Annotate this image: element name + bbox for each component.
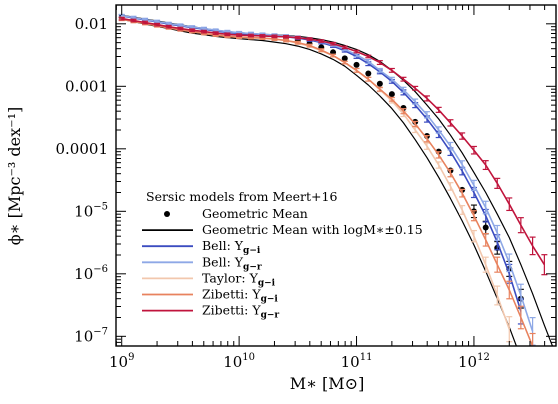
legend-label: Geometric Mean with logM∗±0.15 [202,222,423,237]
data-point [376,80,383,87]
x-tick-label: 1012 [458,352,490,371]
y-tick-label: 10−6 [74,264,108,283]
x-tick-label: 1010 [223,352,255,371]
series-line [121,18,534,346]
y-tick-label: 10−7 [74,326,108,345]
legend-label: Bell: Υg−i [202,238,261,256]
y-tick-label: 10−5 [74,201,108,220]
series-line [121,18,518,346]
legend: Sersic models from Meert+16 Geometric Mea… [142,189,423,321]
series [121,14,554,346]
data-point [341,55,348,62]
y-tick-label: 0.001 [65,77,108,95]
y-axis-label: ϕ∗ [Mpc⁻³ dex⁻¹] [5,107,24,245]
y-tick-label: 0.0001 [56,140,109,158]
series [121,18,518,346]
tick-labels: 109 1010 1011 1012 0.01 0.001 0.0001 10−5 10−6 10… [56,15,490,371]
legend-label: Bell: Υg−r [202,254,262,272]
data-point [482,224,489,231]
series [118,16,548,276]
legend-label: Taylor: Υg−i [202,270,276,288]
series [118,16,513,343]
x-axis-label: M∗ [M⊙] [290,374,365,393]
series [118,13,536,346]
data-point [388,91,395,98]
data-point [365,70,372,77]
legend-label: Zibetti: Υg−i [202,287,278,305]
legend-marker [164,211,170,217]
series-line [121,14,534,332]
legend-title: Sersic models from Meert+16 [146,189,337,204]
data-point [353,61,360,68]
x-tick-label: 1011 [341,352,373,371]
series-line [121,14,554,346]
legend-label: Geometric Mean [202,206,308,221]
plot-frame [115,4,557,347]
x-tick-label: 109 [109,352,134,371]
y-tick-label: 0.01 [75,15,108,33]
plot-area [118,13,554,346]
legend-label: Zibetti: Υg−r [202,303,279,321]
axis-ticks [115,4,557,347]
